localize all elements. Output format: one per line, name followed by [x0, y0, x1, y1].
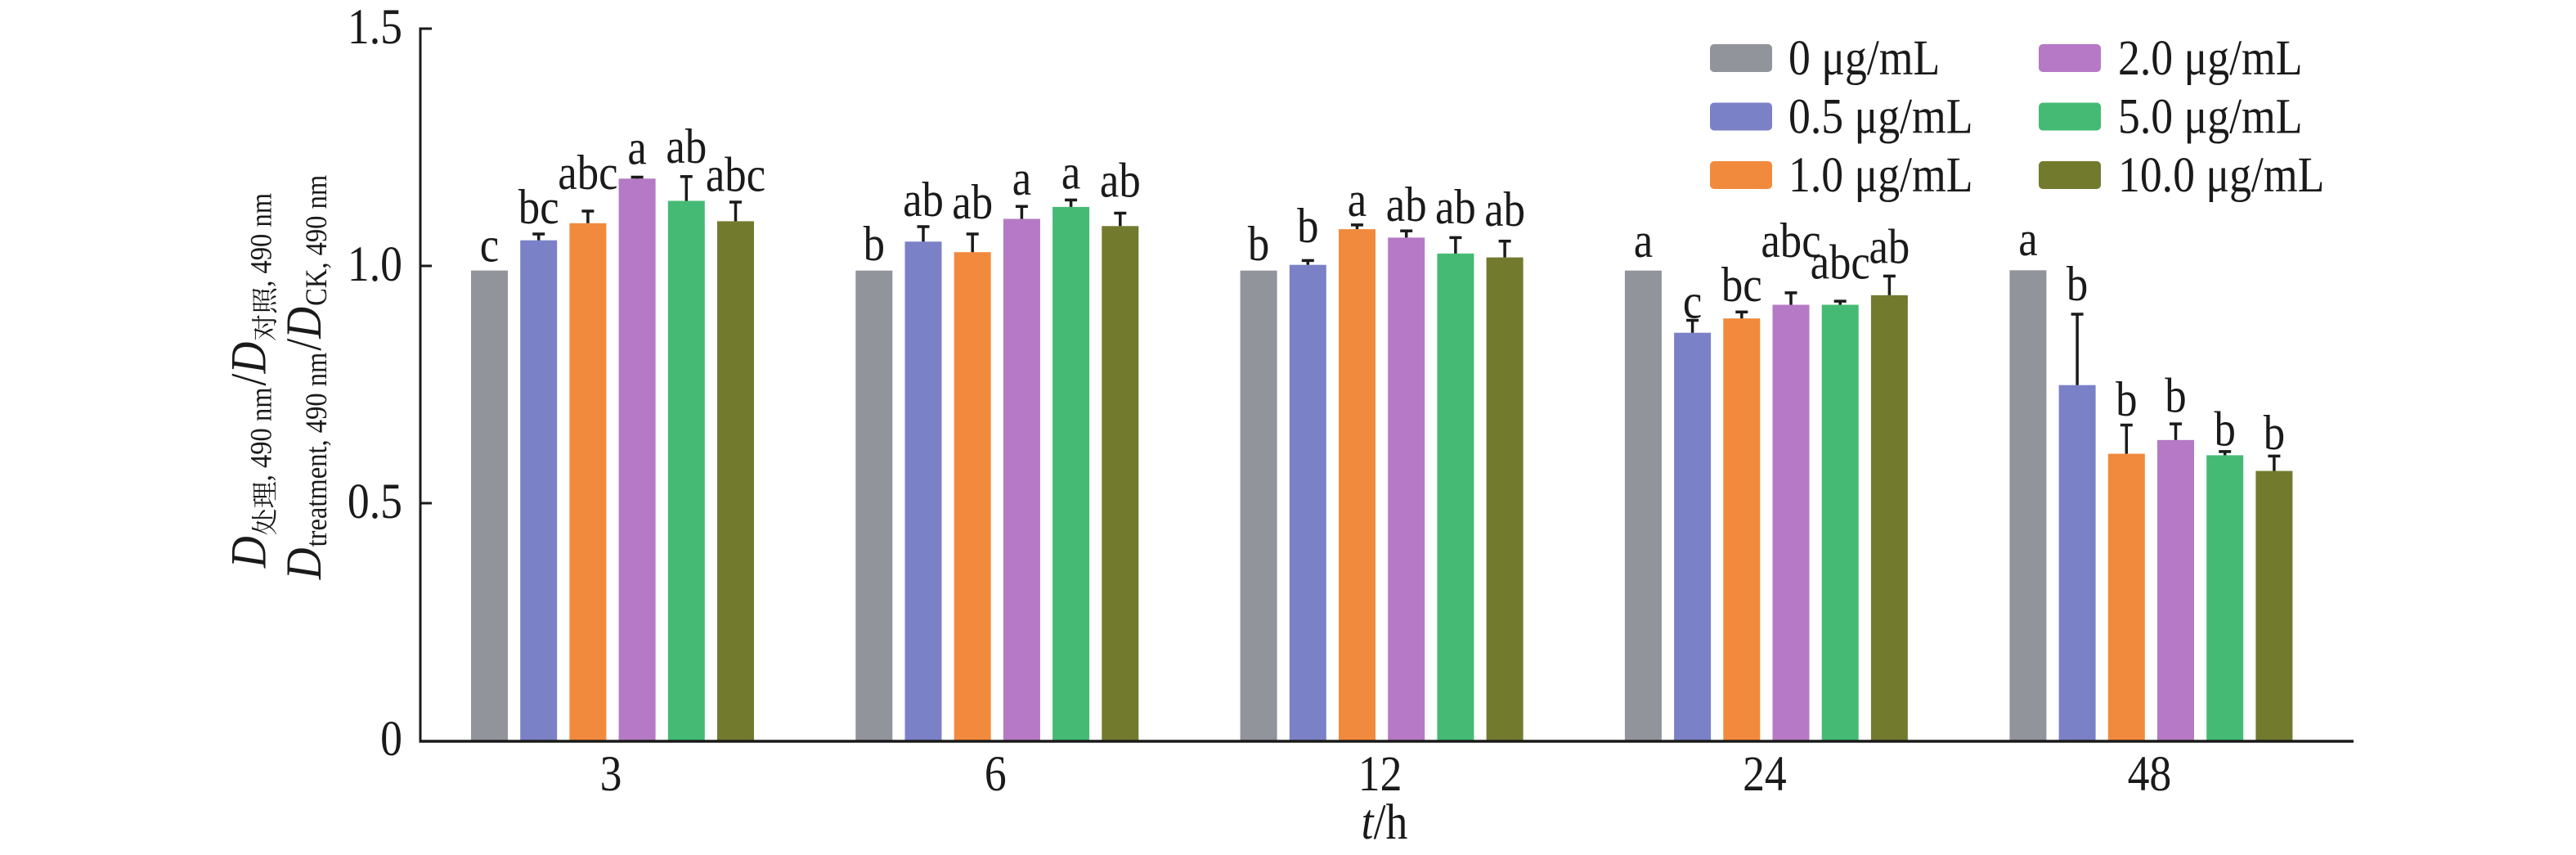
svg-text:abc: abc — [706, 148, 765, 202]
svg-text:a: a — [1061, 146, 1080, 200]
svg-text:c: c — [1683, 275, 1702, 329]
svg-text:a: a — [627, 121, 646, 175]
svg-text:12: 12 — [1358, 747, 1402, 802]
svg-text:1.0: 1.0 — [348, 237, 402, 292]
svg-text:b: b — [2215, 403, 2236, 457]
svg-text:6: 6 — [985, 747, 1007, 802]
svg-text:a: a — [1012, 152, 1031, 206]
svg-text:ab: ab — [1386, 178, 1427, 232]
svg-text:D: D — [222, 536, 276, 569]
svg-text:ab: ab — [1484, 183, 1525, 237]
svg-text:ab: ab — [1435, 181, 1476, 235]
svg-text:CK, 490 nm: CK, 490 nm — [299, 175, 333, 306]
svg-text:abc: abc — [558, 146, 617, 200]
svg-text:1.0 μg/mL: 1.0 μg/mL — [1788, 148, 1973, 203]
svg-text:ab: ab — [903, 173, 944, 227]
svg-text:, 490 nm: , 490 nm — [245, 193, 278, 287]
svg-text:1.5: 1.5 — [348, 0, 402, 55]
svg-text:c: c — [480, 218, 499, 272]
svg-text:b: b — [864, 218, 885, 272]
svg-text:abc: abc — [1761, 214, 1820, 268]
svg-text:5.0 μg/mL: 5.0 μg/mL — [2118, 89, 2303, 144]
svg-text:a: a — [2018, 213, 2037, 267]
svg-text:t/h: t/h — [1362, 795, 1408, 850]
svg-text:/: / — [277, 339, 332, 351]
svg-text:bc: bc — [518, 181, 559, 235]
svg-text:3: 3 — [600, 747, 622, 802]
svg-text:24: 24 — [1743, 747, 1787, 802]
svg-text:a: a — [1348, 173, 1367, 227]
svg-text:b: b — [1248, 218, 1269, 272]
svg-text:, 490 nm: , 490 nm — [245, 387, 278, 481]
svg-text:bc: bc — [1721, 259, 1762, 313]
svg-text:b: b — [2116, 373, 2137, 427]
svg-text:b: b — [2067, 258, 2088, 312]
svg-text:b: b — [2264, 407, 2285, 461]
svg-text:b: b — [2165, 369, 2186, 423]
svg-text:abc: abc — [1811, 236, 1870, 290]
svg-text:0 μg/mL: 0 μg/mL — [1788, 31, 1940, 86]
svg-text:/: / — [222, 374, 276, 386]
svg-text:ab: ab — [952, 176, 993, 230]
svg-text:D: D — [277, 547, 332, 580]
svg-text:a: a — [1634, 214, 1653, 268]
svg-text:ab: ab — [1869, 220, 1910, 274]
svg-text:D: D — [277, 307, 332, 340]
svg-text:treatment, 490 nm: treatment, 490 nm — [299, 353, 333, 547]
svg-text:2.0 μg/mL: 2.0 μg/mL — [2118, 31, 2303, 86]
svg-text:0.5 μg/mL: 0.5 μg/mL — [1788, 89, 1973, 144]
svg-text:ab: ab — [666, 120, 707, 174]
svg-text:ab: ab — [1100, 154, 1141, 208]
svg-text:48: 48 — [2128, 747, 2172, 802]
svg-text:0.5: 0.5 — [348, 475, 402, 529]
svg-text:0: 0 — [380, 712, 402, 767]
svg-text:b: b — [1297, 200, 1318, 254]
svg-text:D: D — [222, 342, 276, 375]
svg-text:10.0 μg/mL: 10.0 μg/mL — [2118, 148, 2324, 203]
